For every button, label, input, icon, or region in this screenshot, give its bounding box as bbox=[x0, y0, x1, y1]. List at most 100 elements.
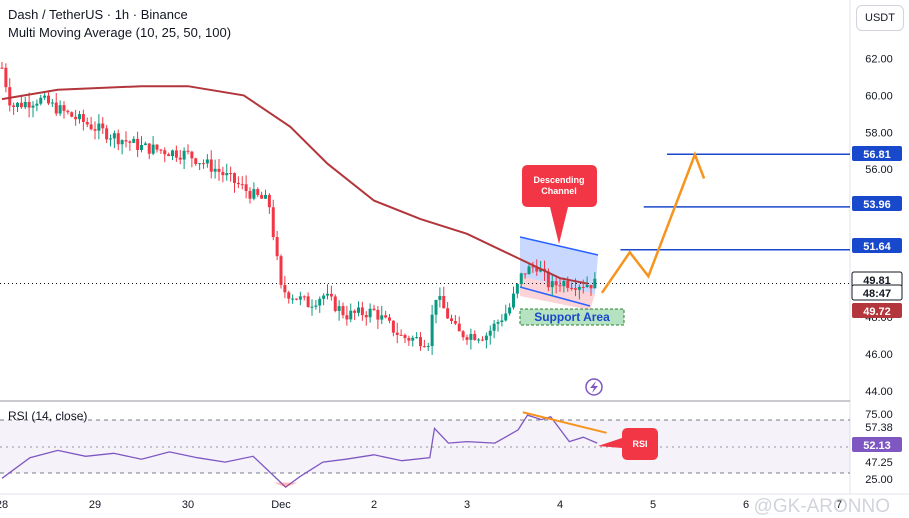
candle-body bbox=[372, 308, 376, 310]
candle-body bbox=[54, 102, 58, 114]
candle-body bbox=[209, 159, 213, 172]
candle-body bbox=[120, 140, 124, 145]
candle-body bbox=[252, 189, 256, 199]
candle-body bbox=[574, 288, 577, 290]
candle-body bbox=[62, 105, 66, 111]
candle-body bbox=[488, 330, 492, 336]
candle-body bbox=[473, 333, 477, 340]
candle-body bbox=[453, 321, 457, 324]
candle-body bbox=[190, 151, 194, 159]
projection-path bbox=[600, 151, 706, 294]
candle-body bbox=[78, 114, 81, 120]
candle-body bbox=[93, 129, 97, 131]
candle-body bbox=[147, 143, 151, 154]
price-tick-label: 46.00 bbox=[865, 349, 893, 361]
candle-body bbox=[174, 150, 178, 158]
candle-body bbox=[43, 95, 47, 98]
currency-button[interactable]: USDT bbox=[856, 5, 904, 31]
candle-body bbox=[298, 296, 302, 300]
candle-body bbox=[306, 296, 310, 308]
candle-body bbox=[178, 157, 182, 160]
candle-body bbox=[295, 298, 298, 300]
rsi-divergence-line bbox=[522, 411, 607, 434]
candle-body bbox=[550, 281, 554, 288]
candle-body bbox=[163, 150, 167, 155]
candle-body bbox=[450, 318, 453, 322]
candle-body bbox=[256, 189, 260, 195]
price-badge-text: 51.64 bbox=[863, 241, 891, 253]
candle-body bbox=[570, 287, 574, 289]
candle-body bbox=[225, 173, 229, 176]
candle-body bbox=[287, 292, 291, 299]
candle-body bbox=[395, 332, 399, 335]
candle-body bbox=[399, 334, 403, 336]
candle-body bbox=[329, 293, 333, 297]
candle-body bbox=[19, 102, 23, 108]
candle-body bbox=[194, 158, 198, 164]
candle-body bbox=[496, 322, 500, 324]
candle-body bbox=[101, 123, 105, 129]
time-tick-label: 28 bbox=[0, 499, 8, 511]
candle-body bbox=[116, 133, 120, 145]
candle-body bbox=[85, 121, 89, 125]
candle-body bbox=[27, 101, 31, 108]
price-badge: 56.81 bbox=[852, 146, 902, 161]
candle-body bbox=[380, 315, 384, 320]
candle-body bbox=[500, 320, 504, 323]
candle-body bbox=[124, 140, 128, 142]
candle-body bbox=[186, 150, 190, 152]
candle-body bbox=[345, 315, 349, 320]
candle-body bbox=[469, 333, 473, 340]
candle-body bbox=[310, 306, 314, 308]
candle-body bbox=[477, 339, 481, 341]
candle-body bbox=[512, 293, 515, 308]
candle-body bbox=[155, 144, 159, 150]
moving-average-line bbox=[1, 85, 589, 285]
candle-body bbox=[16, 102, 19, 107]
lightning-bolt-shape bbox=[590, 381, 598, 393]
candle-body bbox=[515, 284, 519, 294]
candle-body bbox=[492, 323, 496, 331]
candle-body bbox=[50, 102, 54, 104]
candle-body bbox=[31, 105, 35, 108]
time-tick-label: Dec bbox=[271, 499, 291, 511]
candle-body bbox=[105, 128, 109, 140]
candle-body bbox=[89, 124, 93, 130]
candle-body bbox=[581, 286, 585, 288]
candle-body bbox=[430, 314, 434, 347]
candle-body bbox=[337, 306, 341, 311]
candle-body bbox=[233, 173, 236, 183]
candle-body bbox=[566, 281, 570, 288]
countdown-badge: 48:47 bbox=[851, 284, 903, 301]
rsi-callout bbox=[598, 428, 658, 460]
candle-body bbox=[74, 116, 78, 120]
candle-body bbox=[318, 298, 322, 306]
candle-body bbox=[326, 293, 329, 296]
candle-body bbox=[229, 173, 233, 175]
candle-body bbox=[0, 67, 4, 69]
candle-body bbox=[434, 299, 438, 315]
candle-body bbox=[4, 67, 8, 88]
indicator-title: Multi Moving Average (10, 25, 50, 100) bbox=[8, 25, 232, 40]
candle-body bbox=[415, 337, 419, 339]
price-badge-bg bbox=[852, 238, 902, 253]
candle-body bbox=[217, 168, 221, 172]
candle-body bbox=[426, 346, 430, 348]
candles-group bbox=[0, 61, 597, 355]
rsi-value-text: 52.13 bbox=[863, 440, 891, 452]
time-tick-label: 6 bbox=[743, 499, 749, 511]
candle-body bbox=[213, 168, 217, 172]
rsi-oversold-fill bbox=[273, 482, 298, 488]
candle-body bbox=[167, 154, 171, 157]
candle-body bbox=[360, 307, 364, 316]
candle-body bbox=[248, 190, 252, 199]
candle-body bbox=[585, 284, 589, 288]
candle-body bbox=[322, 295, 326, 299]
candle-body bbox=[128, 141, 132, 143]
price-badge-bg bbox=[852, 303, 902, 318]
candle-body bbox=[481, 339, 484, 341]
candle-body bbox=[341, 306, 345, 316]
candle-body bbox=[349, 310, 353, 320]
